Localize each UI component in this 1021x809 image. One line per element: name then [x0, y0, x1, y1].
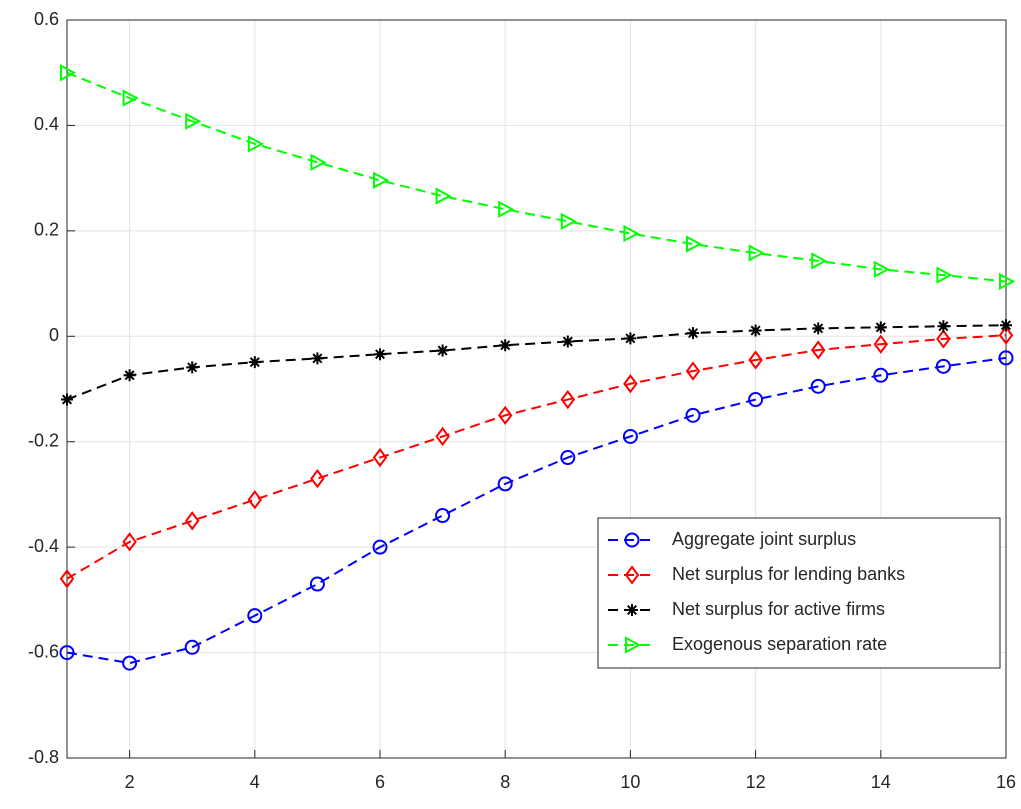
legend-label: Net surplus for active firms: [672, 599, 885, 619]
marker: [59, 645, 75, 661]
marker: [748, 350, 763, 370]
marker: [749, 324, 762, 337]
plot-frame: [66, 19, 1007, 759]
series-line: [66, 334, 1007, 580]
marker: [937, 320, 950, 333]
marker: [1000, 319, 1012, 332]
marker: [122, 532, 137, 552]
marker: [247, 608, 263, 624]
marker: [935, 358, 951, 374]
marker: [185, 112, 202, 130]
marker: [748, 392, 764, 408]
marker: [624, 332, 637, 345]
marker: [60, 64, 77, 82]
marker: [184, 511, 200, 531]
marker: [811, 252, 828, 270]
marker: [560, 212, 577, 231]
marker: [436, 344, 449, 357]
marker: [310, 468, 325, 489]
legend-label: Exogenous separation rate: [672, 634, 887, 654]
x-tick-label: 14: [871, 772, 891, 792]
marker: [311, 352, 324, 365]
x-tick-label: 12: [746, 772, 766, 792]
marker: [435, 426, 450, 447]
legend-marker: [624, 532, 640, 548]
marker: [560, 450, 576, 466]
x-tick-label: 4: [250, 772, 260, 792]
marker: [248, 356, 261, 369]
marker: [685, 407, 701, 423]
marker: [184, 639, 200, 655]
y-tick-label: 0: [49, 325, 59, 345]
marker: [812, 322, 825, 335]
marker: [874, 321, 887, 334]
legend-box: [597, 517, 1001, 669]
marker: [247, 490, 263, 510]
marker: [59, 569, 75, 589]
marker: [685, 361, 701, 381]
x-tick-label: 6: [375, 772, 385, 792]
marker: [497, 476, 513, 492]
series-line: [66, 356, 1007, 665]
marker: [186, 361, 199, 374]
x-tick-label: 16: [996, 772, 1016, 792]
marker: [810, 378, 826, 394]
x-tick-label: 2: [125, 772, 135, 792]
y-tick-label: 0.4: [34, 114, 59, 134]
series-line: [66, 71, 1007, 283]
marker: [936, 266, 953, 284]
y-tick-label: -0.2: [28, 430, 59, 450]
marker: [748, 244, 765, 262]
legend-label: Aggregate joint surplus: [672, 529, 856, 549]
y-tick-label: 0.6: [34, 9, 59, 29]
legend-label: Net surplus for lending banks: [672, 564, 905, 584]
legend-marker: [625, 636, 642, 654]
marker: [561, 335, 574, 348]
marker: [497, 405, 513, 426]
marker: [623, 374, 638, 394]
marker: [498, 200, 515, 218]
marker: [622, 428, 638, 444]
y-tick-label: -0.8: [28, 747, 59, 767]
marker: [998, 325, 1014, 345]
marker: [122, 89, 139, 107]
x-tick-label: 10: [620, 772, 640, 792]
marker: [499, 339, 512, 352]
marker: [936, 329, 951, 349]
marker: [372, 539, 388, 555]
marker: [310, 153, 327, 172]
marker: [873, 260, 890, 279]
marker: [560, 389, 576, 410]
marker: [372, 447, 388, 468]
marker: [623, 224, 640, 243]
marker: [873, 367, 889, 383]
marker: [61, 393, 73, 406]
marker: [123, 369, 136, 382]
marker: [686, 235, 703, 253]
series-line: [66, 324, 1007, 401]
marker: [435, 187, 452, 205]
marker: [810, 340, 826, 360]
marker: [374, 348, 386, 361]
y-tick-label: -0.4: [28, 536, 59, 556]
marker: [373, 171, 390, 189]
y-tick-label: 0.2: [34, 220, 59, 240]
marker: [687, 327, 699, 340]
legend-marker: [624, 565, 640, 585]
marker: [999, 272, 1016, 291]
marker: [873, 334, 889, 354]
marker: [122, 655, 138, 671]
y-tick-label: -0.6: [28, 641, 59, 661]
x-tick-label: 8: [500, 772, 510, 792]
marker: [309, 576, 325, 592]
legend-marker: [626, 604, 638, 616]
marker: [247, 135, 264, 153]
marker: [435, 508, 451, 524]
marker: [998, 350, 1014, 366]
